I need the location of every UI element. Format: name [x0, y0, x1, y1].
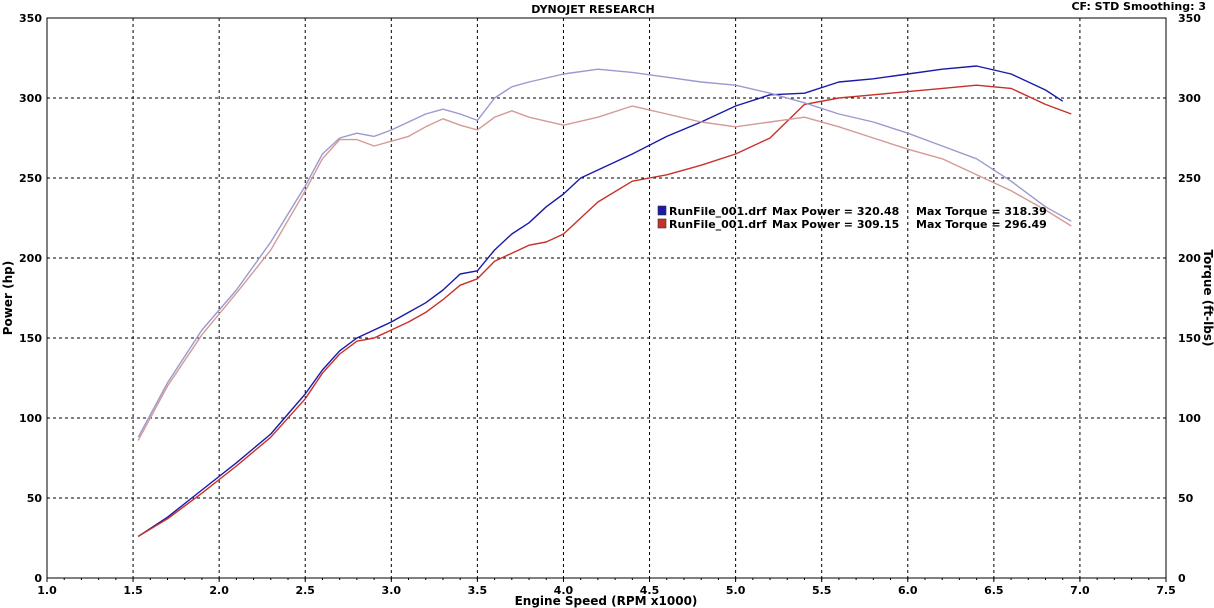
x-tick-label: 2.5 [295, 584, 315, 597]
y2-axis-title: Torque (ft-lbs) [1201, 250, 1214, 347]
legend-max-power: Max Power = 309.15 [772, 218, 899, 231]
grid [47, 18, 1166, 578]
y2-tick-label: 300 [1178, 92, 1201, 105]
x-tick-label: 1.5 [123, 584, 143, 597]
x-tick-label: 4.5 [640, 584, 660, 597]
power-series-line [137, 65, 1064, 537]
x-tick-label: 3.0 [382, 584, 402, 597]
y-tick-label: 350 [19, 12, 42, 25]
power-series-line [137, 84, 1072, 538]
y2-tick-label: 150 [1178, 332, 1201, 345]
chart-info: CF: STD Smoothing: 3 [1071, 0, 1206, 13]
legend-swatch [657, 205, 667, 216]
x-tick-label: 5.5 [812, 584, 832, 597]
x-tick-label: 4.0 [554, 584, 574, 597]
ticks: 1.0 1.5 2.0 2.5 3.0 3.5 4.0 4.5 5.0 5.5 6.0 6.5 7.0 7… [19, 12, 1201, 597]
legend: RunFile_001.drf Max Power = 320.48 Max Tor… [657, 205, 1047, 231]
legend-file: RunFile_001.drf [669, 218, 767, 231]
y-tick-label: 50 [27, 492, 43, 505]
x-tick-label: 6.5 [984, 584, 1004, 597]
torque-series-line [137, 68, 1072, 438]
legend-max-power: Max Power = 320.48 [772, 205, 899, 218]
x-tick-label: 2.0 [209, 584, 229, 597]
y-tick-label: 0 [34, 572, 42, 585]
y-tick-label: 250 [19, 172, 42, 185]
x-axis-title: Engine Speed (RPM x1000) [515, 594, 698, 608]
y2-tick-label: 200 [1178, 252, 1201, 265]
x-tick-label: 6.0 [898, 584, 918, 597]
plot-lines [137, 65, 1072, 538]
y-tick-label: 150 [19, 332, 42, 345]
y-tick-label: 100 [19, 412, 42, 425]
y-tick-label: 200 [19, 252, 42, 265]
y-axis-title: Power (hp) [1, 261, 15, 335]
x-tick-label: 5.0 [726, 584, 746, 597]
y-tick-label: 300 [19, 92, 42, 105]
torque-series-line [137, 105, 1072, 441]
x-tick-label: 7.0 [1070, 584, 1090, 597]
y2-tick-label: 350 [1178, 12, 1201, 25]
y2-tick-label: 50 [1178, 492, 1194, 505]
legend-max-torque: Max Torque = 296.49 [916, 218, 1047, 231]
plot-frame [46, 17, 1167, 579]
chart-title: DYNOJET RESEARCH [531, 3, 654, 16]
legend-file: RunFile_001.drf [669, 205, 767, 218]
x-tick-label: 7.5 [1156, 584, 1176, 597]
x-tick-label: 1.0 [37, 584, 57, 597]
x-tick-label: 3.5 [468, 584, 488, 597]
y2-tick-label: 0 [1178, 572, 1186, 585]
legend-swatch [657, 218, 667, 229]
legend-max-torque: Max Torque = 318.39 [916, 205, 1047, 218]
y2-tick-label: 250 [1178, 172, 1201, 185]
y2-tick-label: 100 [1178, 412, 1201, 425]
